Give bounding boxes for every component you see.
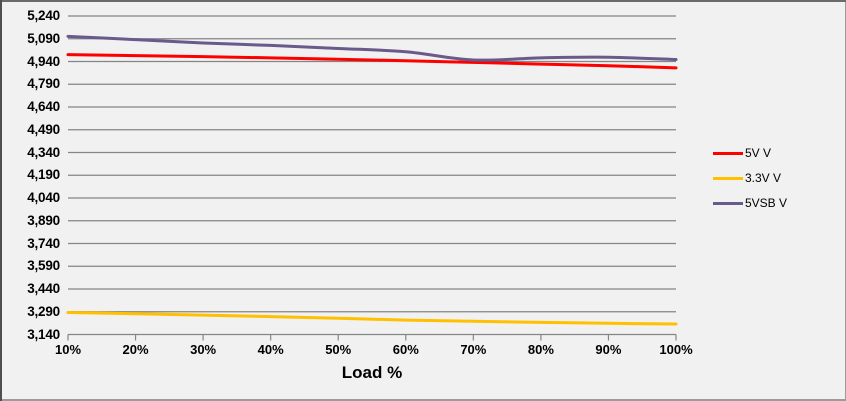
y-tick-label: 3,740 — [27, 235, 60, 251]
y-tick-label: 3,440 — [27, 281, 60, 296]
y-tick-label: 4,790 — [27, 76, 60, 92]
y-tick-label: 4,940 — [27, 53, 60, 69]
legend: 5V V 3.3V V 5VSB V — [713, 145, 787, 211]
legend-label: 3.3V V — [745, 171, 782, 185]
x-tick-label: 30% — [190, 342, 217, 357]
series-line-3-3v-v — [66, 311, 678, 326]
legend-item: 5VSB V — [713, 195, 787, 211]
y-tick-label: 3,590 — [27, 258, 60, 274]
x-tick-label: 60% — [392, 342, 419, 357]
y-tick-label: 3,140 — [27, 326, 60, 342]
x-axis-title: Load % — [341, 363, 403, 382]
series-line-5v-v — [66, 53, 678, 70]
y-tick-label: 4,340 — [27, 144, 60, 160]
y-tick-label: 5,090 — [27, 30, 60, 46]
legend-line-swatch — [713, 151, 743, 155]
y-tick-label: 3,890 — [27, 212, 60, 228]
x-tick-label: 70% — [460, 342, 487, 357]
x-tick-label: 20% — [122, 342, 149, 357]
legend-item: 3.3V V — [713, 170, 787, 186]
y-tick-label: 5,240 — [27, 8, 60, 23]
x-tick-label: 10% — [54, 342, 82, 357]
x-tick-label: 90% — [595, 342, 622, 357]
x-tick-label: 50% — [325, 342, 352, 357]
legend-item: 5V V — [713, 145, 787, 161]
y-tick-label: 4,040 — [27, 190, 60, 205]
x-tick-label: 80% — [527, 342, 554, 357]
series-line-5vsb-v — [66, 34, 678, 62]
legend-line-swatch — [713, 201, 743, 205]
x-tick-label: 40% — [257, 342, 284, 357]
legend-label: 5V V — [745, 146, 772, 160]
x-tick-label: 100% — [659, 342, 693, 357]
legend-label: 5VSB V — [745, 196, 788, 210]
y-tick-label: 4,640 — [27, 99, 60, 114]
y-tick-label: 3,290 — [27, 303, 60, 319]
y-tick-label: 4,190 — [27, 167, 60, 183]
legend-line-swatch — [713, 176, 743, 180]
y-tick-label: 4,490 — [27, 121, 60, 137]
